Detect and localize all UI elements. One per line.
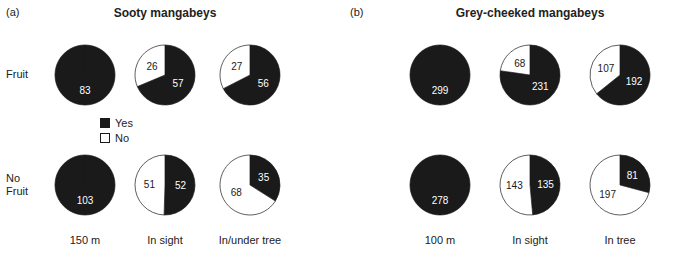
svg-text:81: 81 bbox=[627, 170, 639, 181]
html-text:No: No bbox=[115, 131, 130, 144]
html-text:(a): (a) bbox=[6, 6, 20, 18]
html-text:In sight: In sight bbox=[147, 234, 183, 246]
svg-text:83: 83 bbox=[79, 85, 91, 96]
svg-text:68: 68 bbox=[231, 187, 243, 198]
svg-text:299: 299 bbox=[432, 85, 449, 96]
svg-text:27: 27 bbox=[231, 61, 243, 72]
svg-text:197: 197 bbox=[599, 189, 616, 200]
html-text:(b): (b) bbox=[350, 6, 364, 18]
html-text:100 m: 100 m bbox=[424, 234, 456, 246]
svg-text:143: 143 bbox=[506, 180, 523, 191]
svg-text:56: 56 bbox=[258, 78, 270, 89]
html-text:In tree: In tree bbox=[604, 234, 636, 246]
svg-text:103: 103 bbox=[77, 195, 94, 206]
svg-text:26: 26 bbox=[146, 61, 158, 72]
svg-text:192: 192 bbox=[626, 76, 643, 87]
svg-text:35: 35 bbox=[258, 172, 270, 183]
svg-text:68: 68 bbox=[514, 58, 526, 69]
svg-text:135: 135 bbox=[537, 179, 554, 190]
svg-text:278: 278 bbox=[432, 195, 449, 206]
svg-text:107: 107 bbox=[598, 63, 615, 74]
html-text:Grey-cheeked mangabeys: Grey-cheeked mangabeys bbox=[455, 6, 605, 20]
html-text:No Fruit: No Fruit bbox=[6, 171, 28, 197]
svg-text:52: 52 bbox=[175, 180, 187, 191]
svg-text:231: 231 bbox=[532, 81, 549, 92]
html-text:Sooty mangabeys: Sooty mangabeys bbox=[113, 6, 217, 20]
html-text:Yes: Yes bbox=[115, 116, 133, 129]
svg-text:57: 57 bbox=[172, 78, 184, 89]
html-text:In/under tree: In/under tree bbox=[218, 234, 282, 246]
html-text:In sight: In sight bbox=[512, 234, 548, 246]
svg-text:51: 51 bbox=[144, 179, 156, 190]
html-text:Fruit: Fruit bbox=[6, 68, 28, 81]
html-text:150 m: 150 m bbox=[69, 234, 101, 246]
